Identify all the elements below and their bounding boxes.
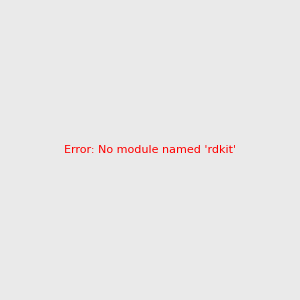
- Text: Error: No module named 'rdkit': Error: No module named 'rdkit': [64, 145, 236, 155]
